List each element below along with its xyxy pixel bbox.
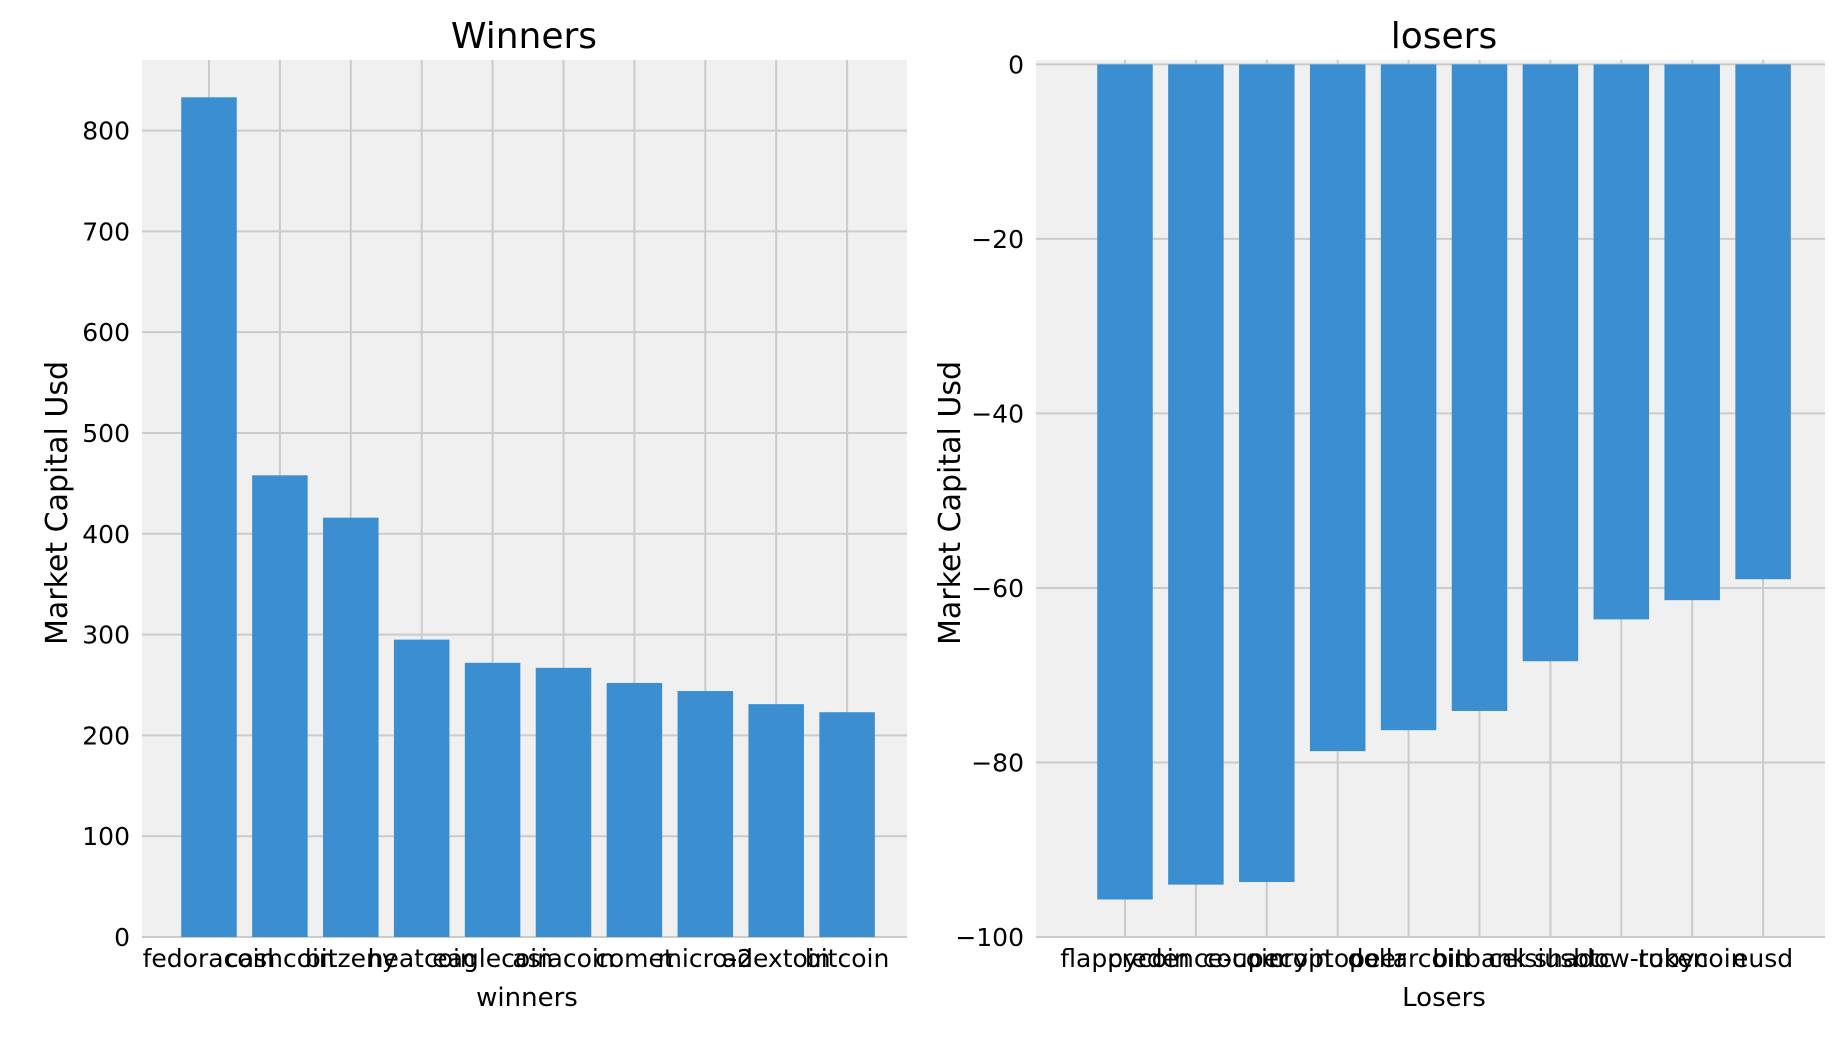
x-tick-labels-losers: flappycoincredence-coincoupecoincryptope…: [1060, 944, 1793, 973]
y-tick-label: −100: [955, 923, 1024, 952]
y-tick-label: 0: [1008, 50, 1024, 79]
y-tick-label: 300: [82, 621, 130, 650]
y-tick-label: 700: [82, 217, 130, 246]
x-tick-label: bitzeny: [305, 944, 397, 973]
bar: [1664, 64, 1720, 601]
bar: [1522, 64, 1579, 662]
x-axis-label-losers: Losers: [1402, 983, 1486, 1013]
bar: [677, 691, 734, 937]
y-tick-label: 600: [82, 318, 130, 347]
x-tick-label: bitbank: [1432, 944, 1527, 973]
bar: [819, 712, 875, 937]
y-tick-labels-winners: 0 100 200 300 400 500 600 700 800: [82, 117, 130, 952]
bar: [1168, 64, 1224, 885]
x-tick-labels-winners: fedoracoincashcoinbitzenyheatcoineagleco…: [143, 944, 890, 973]
y-tick-label: 500: [82, 419, 130, 448]
y-tick-label: 400: [82, 520, 130, 549]
y-tick-label: 800: [82, 117, 130, 146]
y-tick-label: −40: [971, 399, 1024, 428]
x-tick-label: adextoin: [722, 944, 831, 973]
x-tick-label: dollarcoin: [1348, 944, 1470, 973]
bar: [1097, 64, 1153, 900]
x-tick-label: flappycoin: [1060, 944, 1189, 973]
bar: [323, 517, 379, 937]
y-axis-label-losers: Market Capital Usd: [933, 361, 968, 645]
x-tick-label: credence-coin: [1108, 944, 1284, 973]
x-tick-label: bitcoin: [805, 944, 889, 973]
bar: [393, 639, 450, 937]
x-tick-label: celsiusbtc: [1488, 944, 1612, 973]
chart-title-winners: Winners: [451, 16, 597, 57]
x-tick-label: micro-2: [658, 944, 753, 973]
bar: [535, 667, 592, 937]
x-tick-label: coupecoin: [1203, 944, 1331, 973]
x-tick-label: fedoracoin: [143, 944, 276, 973]
bar: [1239, 64, 1295, 883]
y-tick-label: 200: [82, 721, 130, 750]
bars-winners: [181, 97, 875, 937]
y-tick-labels-losers: 0 −20 −40 −60 −80 −100: [955, 50, 1024, 952]
x-tick-label: cashcoin: [225, 944, 335, 973]
chart-title-losers: losers: [1391, 16, 1498, 57]
bar: [464, 662, 521, 937]
chart-winners: fedoracoincashcoinbitzenyheatcoineagleco…: [40, 16, 907, 1013]
x-tick-label: eusd: [1733, 944, 1793, 973]
x-tick-label: eaglecoin: [432, 944, 553, 973]
y-tick-label: −60: [971, 574, 1024, 603]
x-tick-label: comet: [595, 944, 674, 973]
bars-losers: [1097, 64, 1791, 900]
y-tick-label: 100: [82, 822, 130, 851]
bar: [1735, 64, 1791, 580]
x-axis-label-winners: winners: [476, 983, 578, 1013]
y-tick-label: −80: [971, 748, 1024, 777]
bar: [606, 682, 663, 937]
bar: [181, 97, 237, 937]
x-tick-label: shadow-token: [1534, 944, 1709, 973]
x-tick-label: heatcoin: [368, 944, 476, 973]
x-tick-label: cryptopeer: [1269, 944, 1406, 973]
x-tick-label: rubycoin: [1638, 944, 1747, 973]
bar: [1451, 64, 1508, 711]
chart-losers: flappycoincredence-coincoupecoincryptope…: [933, 16, 1825, 1013]
y-tick-label: 0: [114, 923, 130, 952]
bar: [1593, 64, 1650, 620]
y-axis-label-winners: Market Capital Usd: [40, 361, 75, 645]
x-tick-label: asiacoin: [512, 944, 614, 973]
bar: [1309, 64, 1366, 752]
bar: [252, 475, 308, 937]
y-tick-label: −20: [971, 225, 1024, 254]
bar: [1380, 64, 1437, 731]
bar: [748, 704, 804, 937]
